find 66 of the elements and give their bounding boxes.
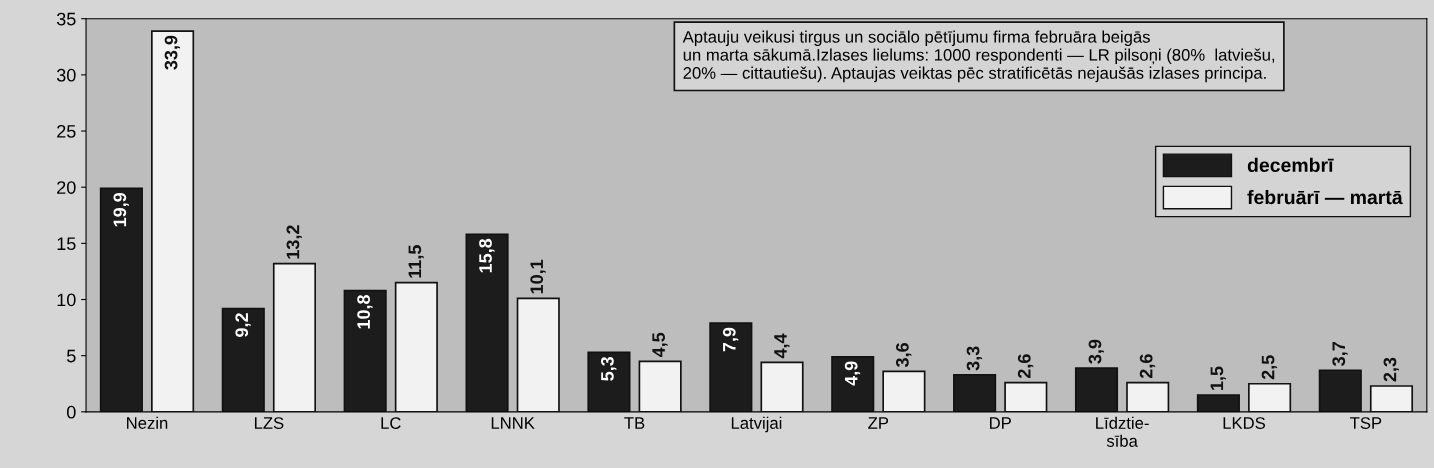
x-tick-label: LC [381,417,401,429]
data-label: 4,5 [652,332,668,358]
x-tick-label: LZS [254,417,284,429]
bar [1248,382,1292,412]
y-tick-label: 10 [57,293,76,307]
data-label: 4,9 [844,361,861,386]
data-label: 11,5 [408,245,424,278]
data-label: 3,9 [1088,339,1104,364]
bar [1074,367,1119,412]
data-label: 3,3 [966,346,983,371]
bar [882,370,926,412]
data-label: 7,9 [722,327,739,352]
bar [465,233,509,412]
bar [709,322,753,412]
data-label: 13,2 [286,225,302,259]
y-tick-label: 25 [57,124,76,138]
x-tick-label: Nezin [127,416,168,429]
x-tick-label: ZP [868,417,889,429]
data-label: 1,5 [1210,366,1226,390]
bar [1369,385,1414,412]
bar [99,187,143,412]
data-label: 19,9 [113,192,129,227]
x-tick-label: Līdztie- sība [1096,416,1149,447]
bar [1126,381,1170,412]
legend-label: februārī — martā [1247,189,1403,205]
x-tick-label: LKDS [1223,417,1265,429]
bar [151,30,195,412]
bar [394,281,438,412]
bar [272,262,317,412]
data-label: 2,5 [1261,355,1278,380]
legend-label: decembrī [1247,157,1334,173]
bar [1318,369,1362,412]
y-tick-label: 20 [57,181,76,194]
bar [953,373,997,412]
y-tick-label: 5 [67,349,76,363]
data-label: 5,3 [601,356,617,381]
data-label: 9,2 [235,313,251,337]
bar [1004,381,1048,412]
bar [760,361,804,412]
data-label: 15,8 [479,238,495,273]
data-label: 2,3 [1383,357,1399,382]
data-label: 33,9 [164,35,181,70]
x-tick-label: DP [990,417,1011,429]
data-label: 3,6 [895,343,912,368]
bar [1196,394,1240,412]
y-tick-label: 0 [66,405,76,419]
x-tick-label: TSP [1350,417,1382,429]
data-label: 2,6 [1139,354,1156,379]
annotation: Aptauju veikusi tirgus un sociālo pētījumu firma februāra beigās un marta sākumā.Izlases lielums: 1000 respondenti — LR pilsoņi (80% latviešu, 20% — cittautiešu). Aptaujas veiktas pēc stratificētās nejaušās izlases principa. [682,30,1275,83]
y-tick-label: 30 [56,68,76,82]
data-label: 4,4 [774,333,790,359]
data-label: 2,6 [1017,354,1034,379]
bar [831,355,875,412]
y-tick-label: 15 [57,237,76,251]
x-tick-label: TB [624,417,645,429]
bar [638,360,682,412]
bar [343,289,387,412]
x-tick-label: LNNK [491,417,535,429]
y-tick-label: 35 [56,12,76,26]
data-label: 3,7 [1332,342,1348,366]
data-label: 10,8 [357,295,373,329]
bar [516,297,560,412]
x-tick-label: Latvijai [731,416,782,433]
bar [587,351,631,412]
data-label: 10,1 [530,259,546,294]
bar [221,307,265,412]
